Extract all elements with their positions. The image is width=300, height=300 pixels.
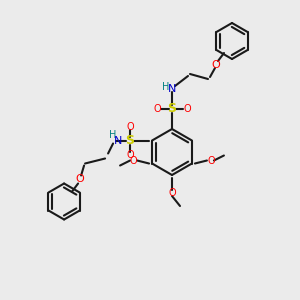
Text: N: N — [114, 136, 122, 146]
Text: N: N — [168, 84, 176, 94]
Text: O: O — [183, 104, 191, 114]
Text: O: O — [212, 60, 220, 70]
Text: O: O — [129, 155, 137, 166]
Text: O: O — [76, 175, 85, 184]
Text: O: O — [126, 149, 134, 160]
Text: O: O — [126, 122, 134, 131]
Text: S: S — [167, 103, 176, 116]
Text: O: O — [168, 188, 176, 198]
Text: H: H — [162, 82, 170, 92]
Text: H: H — [110, 130, 117, 140]
Text: S: S — [126, 134, 135, 147]
Text: O: O — [207, 155, 215, 166]
Text: O: O — [153, 104, 161, 114]
